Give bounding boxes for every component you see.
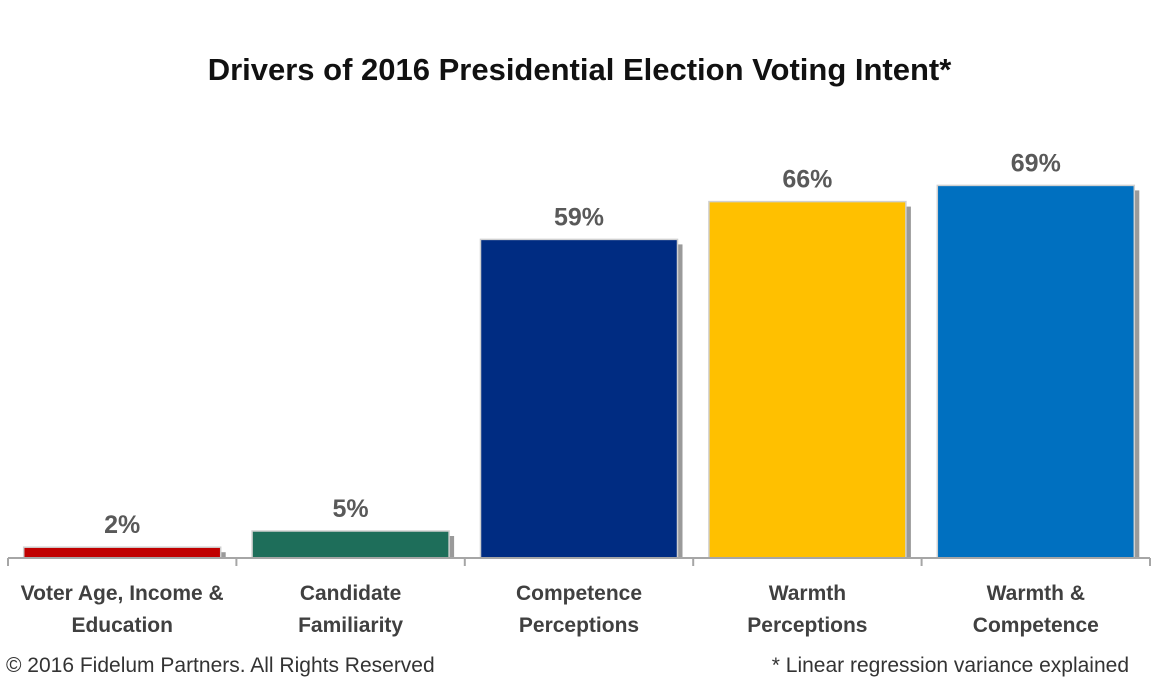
category-label: Competence: [516, 582, 642, 605]
category-label: Education: [71, 614, 173, 637]
chart-title: Drivers of 2016 Presidential Election Vo…: [207, 52, 952, 87]
bar: [936, 184, 1136, 559]
bar: [479, 238, 679, 559]
footnote-text: * Linear regression variance explained: [771, 654, 1129, 677]
category-label: Familiarity: [298, 614, 403, 637]
category-label: Warmth: [769, 582, 846, 605]
data-label: 2%: [104, 511, 140, 539]
category-label: Candidate: [300, 582, 402, 605]
category-label: Perceptions: [519, 614, 639, 637]
data-label: 5%: [333, 495, 369, 523]
data-label: 59%: [554, 203, 604, 231]
data-label: 66%: [782, 166, 832, 194]
category-label: Competence: [973, 614, 1099, 637]
category-label: Voter Age, Income &: [21, 582, 224, 605]
data-label: 69%: [1011, 149, 1061, 177]
category-label: Warmth &: [987, 582, 1085, 605]
bar: [22, 546, 222, 559]
bar: [251, 530, 450, 559]
category-label: Perceptions: [747, 614, 867, 637]
copyright-text: © 2016 Fidelum Partners. All Rights Rese…: [6, 654, 435, 677]
bar: [708, 200, 907, 559]
